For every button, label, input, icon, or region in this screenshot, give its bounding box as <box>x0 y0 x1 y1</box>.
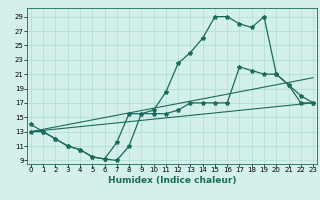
X-axis label: Humidex (Indice chaleur): Humidex (Indice chaleur) <box>108 176 236 185</box>
